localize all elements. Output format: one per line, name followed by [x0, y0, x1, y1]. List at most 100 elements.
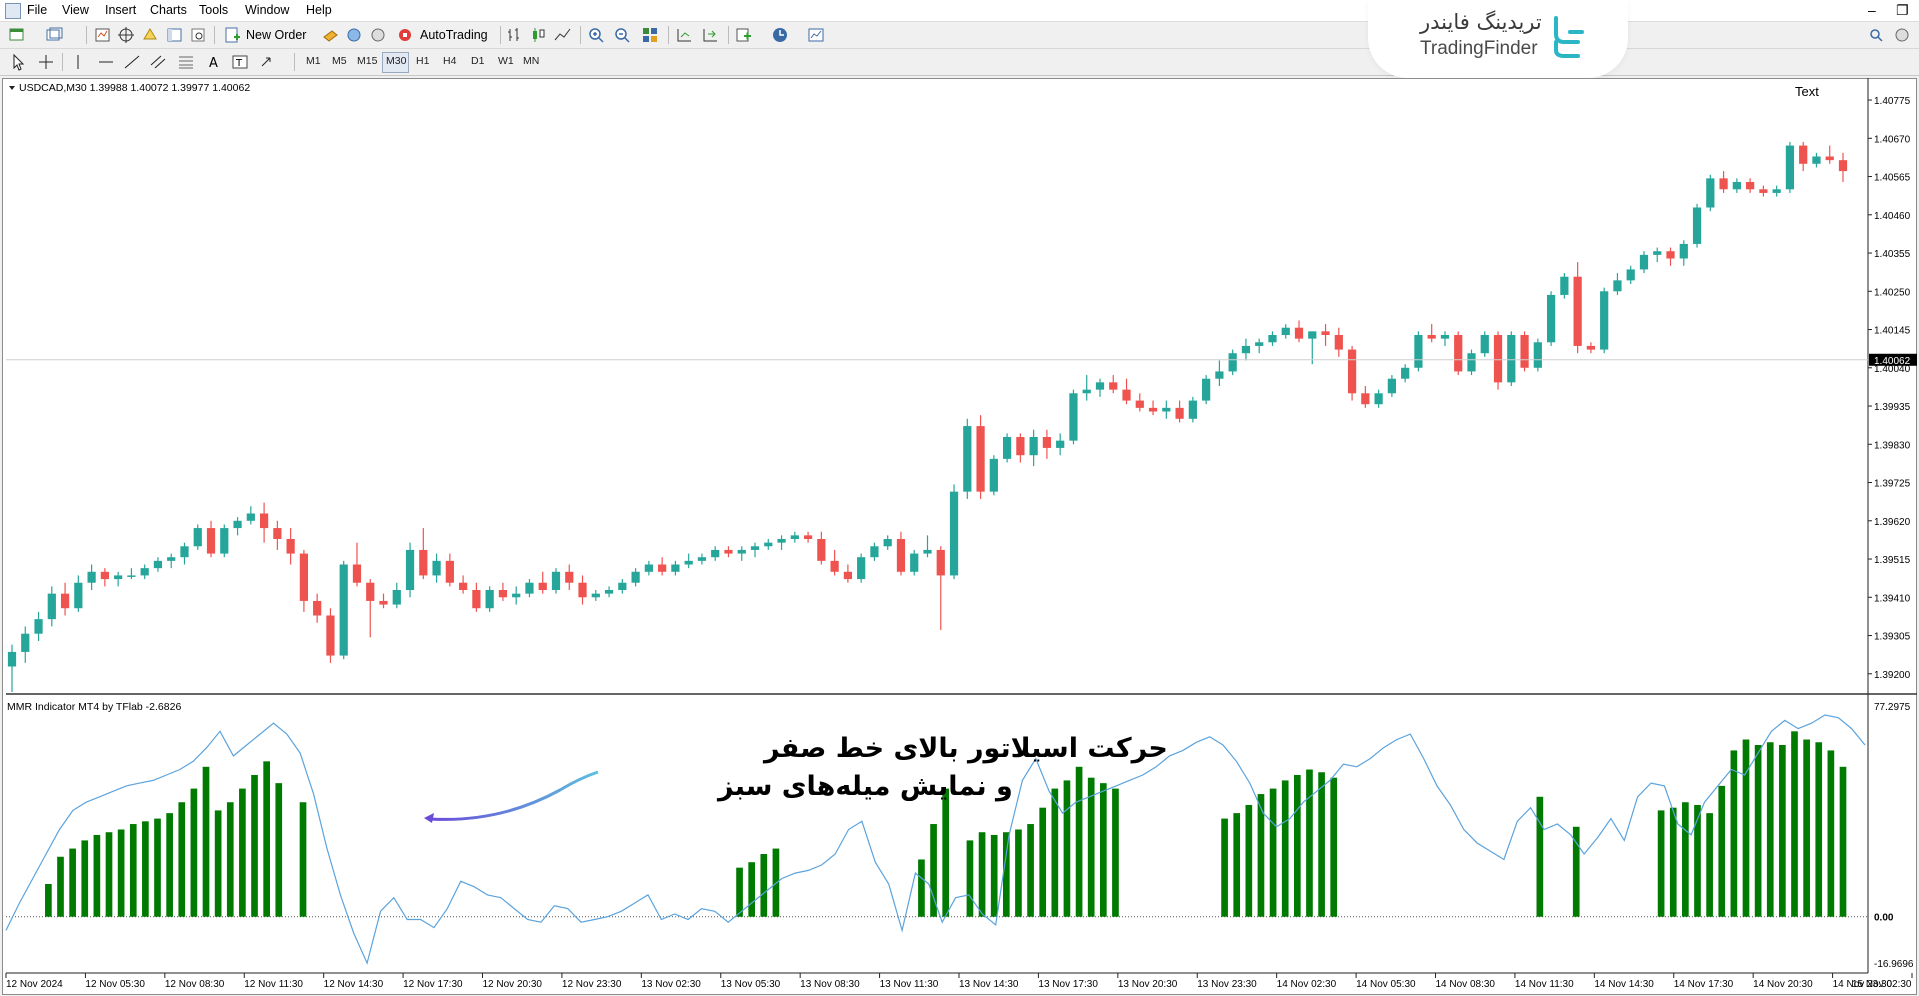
indicators-icon[interactable] [734, 25, 755, 44]
channel-icon[interactable] [148, 52, 169, 71]
menu-charts[interactable]: Charts [150, 3, 187, 17]
signals-icon[interactable] [344, 25, 365, 44]
candle-body [737, 549, 746, 554]
line-chart-icon[interactable] [552, 25, 573, 44]
candle-body [883, 539, 892, 547]
time-label: 12 Nov 11:30 [244, 979, 303, 990]
cursor-icon[interactable] [8, 52, 29, 71]
metaeditor-icon[interactable] [320, 25, 341, 44]
timeframe-mn[interactable]: MN [523, 55, 540, 67]
navigator-icon[interactable] [140, 25, 161, 44]
restore-icon[interactable]: ❐ [1896, 2, 1909, 18]
autotrading-icon[interactable] [396, 25, 417, 44]
menu-window[interactable]: Window [245, 3, 290, 17]
menu-view[interactable]: View [62, 3, 89, 17]
time-label: 12 Nov 2024 [6, 979, 63, 990]
candle-body [1440, 335, 1450, 339]
autotrading-button[interactable]: AutoTrading [420, 28, 488, 42]
candle-body [180, 546, 189, 558]
candle-body [1069, 393, 1078, 441]
chart-canvas[interactable]: USDCAD,M30 1.39988 1.40072 1.39977 1.400… [0, 78, 1919, 996]
search-icon[interactable] [1868, 27, 1884, 46]
tester-icon[interactable] [188, 25, 209, 44]
chart-shift-icon[interactable] [674, 25, 695, 44]
histogram-bar [142, 821, 149, 917]
new-order-button[interactable]: New Order [246, 28, 307, 42]
data-window-icon[interactable] [116, 25, 137, 44]
timeframe-m1[interactable]: M1 [306, 55, 321, 67]
candle-body [1135, 400, 1144, 408]
market-watch-icon[interactable] [92, 25, 113, 44]
chart-window[interactable] [2, 78, 1917, 995]
timeframe-w1[interactable]: W1 [498, 55, 514, 67]
time-label: 13 Nov 02:30 [641, 979, 701, 990]
candle-body [127, 575, 136, 577]
histogram-bar [1099, 783, 1107, 917]
profiles-icon[interactable] [44, 25, 65, 44]
candle-body [764, 542, 773, 547]
timeframe-m15[interactable]: M15 [357, 55, 378, 67]
candle-body [1732, 182, 1741, 190]
fibonacci-icon[interactable] [176, 52, 197, 71]
candle-body [1056, 440, 1065, 448]
menu-tools[interactable]: Tools [199, 3, 229, 17]
minimize-icon[interactable]: – [1868, 2, 1876, 18]
horizontal-line-icon[interactable] [96, 52, 117, 71]
histogram-bar [1572, 826, 1580, 917]
candle-body [1347, 349, 1357, 394]
timeframe-m30[interactable]: M30 [386, 55, 407, 67]
market-icon[interactable] [368, 25, 389, 44]
time-label: 12 Nov 14:30 [324, 979, 384, 990]
histogram-bar [1318, 772, 1325, 917]
autoscroll-icon[interactable] [700, 25, 721, 44]
candle-body [1493, 335, 1503, 383]
candle-body [936, 549, 945, 576]
histogram-bar [166, 813, 173, 917]
community-icon[interactable] [1894, 27, 1910, 46]
candle-body [923, 549, 932, 554]
candlestick-icon[interactable] [528, 25, 549, 44]
histogram-bar [1839, 766, 1847, 917]
text-tool-icon[interactable]: A [204, 52, 225, 71]
candle-body [1706, 178, 1715, 208]
histogram-bar [105, 832, 113, 917]
arrows-icon[interactable] [258, 52, 279, 71]
candle-body [1308, 331, 1317, 339]
vertical-line-icon[interactable] [68, 52, 89, 71]
candle-body [392, 590, 401, 605]
terminal-icon[interactable] [164, 25, 185, 44]
new-order-icon[interactable] [222, 25, 243, 44]
timeframe-h4[interactable]: H4 [443, 55, 457, 67]
time-label: 13 Nov 17:30 [1038, 979, 1098, 990]
histogram-bar [275, 783, 283, 917]
text-label-icon[interactable]: T [230, 52, 251, 71]
tile-windows-icon[interactable] [640, 25, 661, 44]
histogram-bar [178, 802, 186, 917]
timeframe-h1[interactable]: H1 [416, 55, 430, 67]
price-axis: 1.40775 1.40670 1.40565 1.40460 1.40355 1.402… [1868, 96, 1917, 681]
bar-chart-icon[interactable] [504, 25, 525, 44]
timeframe-m5[interactable]: M5 [332, 55, 347, 67]
histogram-bar [1742, 739, 1750, 917]
time-label: 12 Nov 17:30 [403, 979, 463, 990]
menu-insert[interactable]: Insert [105, 3, 137, 17]
candle-body [1639, 254, 1649, 270]
candle-body [777, 539, 786, 543]
crosshair-icon[interactable] [36, 52, 57, 71]
templates-icon[interactable] [806, 25, 827, 44]
menu-file[interactable]: File [27, 3, 48, 17]
trendline-icon[interactable] [122, 52, 143, 71]
periods-icon[interactable] [770, 25, 791, 44]
time-label: 14 Nov 11:30 [1515, 979, 1574, 990]
new-chart-icon[interactable] [7, 25, 28, 44]
zoom-in-icon[interactable] [586, 25, 607, 44]
price-label: 1.39305 [1874, 632, 1911, 643]
candle-body [644, 564, 653, 572]
price-header: USDCAD,M30 1.39988 1.40072 1.39977 1.400… [19, 82, 250, 94]
zoom-out-icon[interactable] [612, 25, 633, 44]
timeframe-d1[interactable]: D1 [471, 55, 485, 67]
candle-body [910, 553, 919, 572]
histogram-bar [1039, 807, 1047, 917]
menu-help[interactable]: Help [306, 3, 332, 17]
candle-body [1374, 393, 1383, 405]
